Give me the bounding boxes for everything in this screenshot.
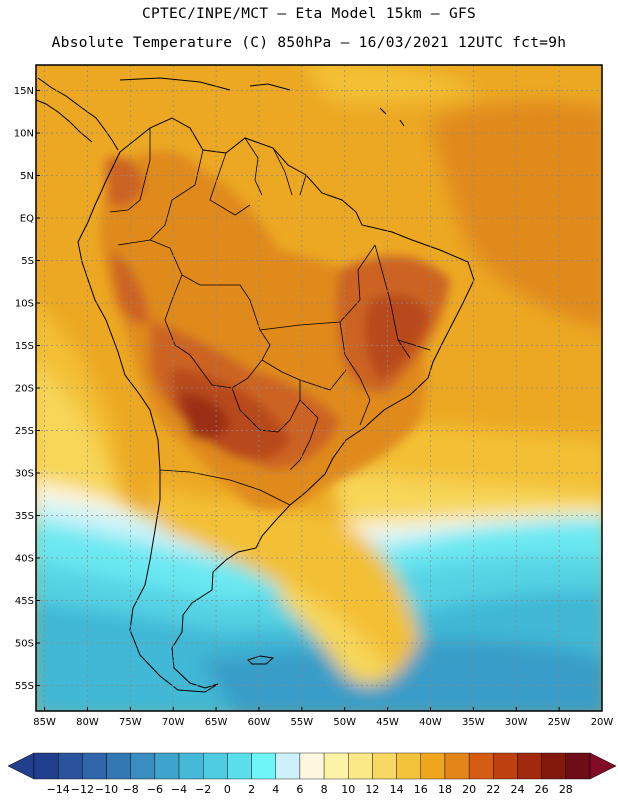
colorbar-high-arrow — [589, 752, 617, 780]
lat-label: 15S — [15, 341, 34, 352]
lon-label: 25W — [548, 717, 571, 728]
colorbar-swatch — [541, 752, 567, 780]
lon-label: 45W — [376, 717, 399, 728]
lon-label: 35W — [462, 717, 485, 728]
colorbar-swatch — [227, 752, 252, 780]
south-america-coastline — [77, 117, 475, 693]
colorbar-label: 20 — [462, 783, 476, 796]
colorbar-label: 18 — [438, 783, 452, 796]
colorbar-swatch — [468, 752, 494, 780]
colorbar-label: 6 — [296, 783, 303, 796]
colorbar-label: −2 — [195, 783, 211, 796]
lat-label: 10N — [14, 129, 34, 140]
lat-label: 25S — [15, 426, 34, 437]
colorbar-swatch — [33, 752, 59, 780]
colorbar-swatch — [130, 752, 156, 780]
colorbar-swatch — [517, 752, 542, 780]
colorbar-low-arrow — [7, 752, 35, 780]
lat-label: 15N — [14, 86, 34, 97]
lon-label: 75W — [119, 717, 142, 728]
longitude-axis-labels: 85W 80W 75W 70W 65W 60W 55W 50W 45W 40W 35W 30W 25W 2… — [33, 707, 613, 728]
colorbar-swatch — [420, 752, 446, 780]
country-borders — [109, 128, 431, 506]
lon-label: 40W — [419, 717, 442, 728]
colorbar-label: 22 — [486, 783, 500, 796]
lat-label: EQ — [20, 214, 34, 225]
colorbar-swatch — [275, 752, 301, 780]
lon-label: 20W — [591, 717, 614, 728]
colorbar-label: 16 — [414, 783, 428, 796]
colorbar-swatch — [203, 752, 228, 780]
lon-label: 70W — [162, 717, 185, 728]
colorbar-label: −14 — [47, 783, 70, 796]
latitude-axis-labels: 15N 10N 5N EQ 5S 10S 15S 20S 25S 30S 35S 40S 45S 50S 5… — [14, 86, 40, 692]
colorbar-label: 10 — [341, 783, 355, 796]
colorbar-label: −10 — [95, 783, 118, 796]
colorbar-swatch — [396, 752, 421, 780]
colorbar-label: 4 — [272, 783, 279, 796]
field-caribbean-mild-band — [303, 65, 480, 105]
colorbar-swatch — [299, 752, 325, 780]
field-andes-north-hot — [105, 156, 145, 208]
map-title-line-1: CPTEC/INPE/MCT – Eta Model 15km – GFS — [141, 6, 477, 22]
colorbar-label: 0 — [224, 783, 231, 796]
lon-label: 65W — [205, 717, 228, 728]
lat-label: 5N — [20, 171, 34, 182]
lon-label: 55W — [291, 717, 314, 728]
lon-label: 30W — [505, 717, 528, 728]
colorbar-swatch — [323, 752, 349, 780]
graticule — [36, 65, 603, 711]
field-pacific-mild-band — [36, 364, 120, 520]
colorbar-label: −6 — [147, 783, 163, 796]
temperature-field — [36, 65, 602, 711]
colorbar-labels: −14 −12 −10 −8 −6 −4 −2 0 2 4 6 8 10 12 14 16 18 20 22 24 26… — [47, 783, 573, 796]
lat-label: 55S — [15, 681, 34, 692]
colorbar-label: 12 — [365, 783, 379, 796]
colorbar-label: 28 — [559, 783, 573, 796]
lat-label: 50S — [15, 639, 34, 650]
caribbean-islands — [119, 77, 405, 127]
lat-label: 30S — [15, 469, 34, 480]
colorbar-label: −8 — [123, 783, 139, 796]
temperature-colorbar — [7, 752, 617, 780]
field-chaco-extreme — [180, 394, 230, 440]
colorbar-swatch — [444, 752, 470, 780]
lat-label: 45S — [15, 596, 34, 607]
map-title-line-2: Absolute Temperature (C) 850hPa – 16/03/… — [51, 35, 567, 51]
colorbar-label: 8 — [321, 783, 328, 796]
field-patagonia-mild-tongue — [280, 580, 390, 685]
colorbar-swatch — [251, 752, 276, 780]
colorbar-label: 24 — [510, 783, 524, 796]
field-southern-ocean-band-d — [200, 640, 602, 711]
colorbar-swatch — [372, 752, 397, 780]
lon-label: 85W — [33, 717, 56, 728]
colorbar-label: 14 — [390, 783, 404, 796]
lat-label: 35S — [15, 511, 34, 522]
lon-label: 80W — [76, 717, 99, 728]
lat-label: 20S — [15, 384, 34, 395]
colorbar-swatch — [565, 752, 591, 780]
colorbar-label: 2 — [248, 783, 255, 796]
colorbar-swatch — [154, 752, 180, 780]
colorbar-swatch — [348, 752, 373, 780]
lat-label: 10S — [15, 299, 34, 310]
colorbar-swatch — [106, 752, 131, 780]
lon-label: 50W — [333, 717, 356, 728]
colorbar-label: 26 — [535, 783, 549, 796]
lat-label: 40S — [15, 554, 34, 565]
central-america-outline — [36, 77, 119, 151]
colorbar-swatch — [82, 752, 107, 780]
falkland-islands — [247, 655, 275, 665]
colorbar-swatch — [178, 752, 204, 780]
field-chaco-very-hot — [170, 369, 290, 460]
lon-label: 60W — [248, 717, 271, 728]
colorbar-label: −12 — [71, 783, 94, 796]
lat-label: 5S — [21, 256, 34, 267]
colorbar-swatch — [57, 752, 83, 780]
colorbar-label: −4 — [171, 783, 187, 796]
colorbar-swatch — [493, 752, 518, 780]
